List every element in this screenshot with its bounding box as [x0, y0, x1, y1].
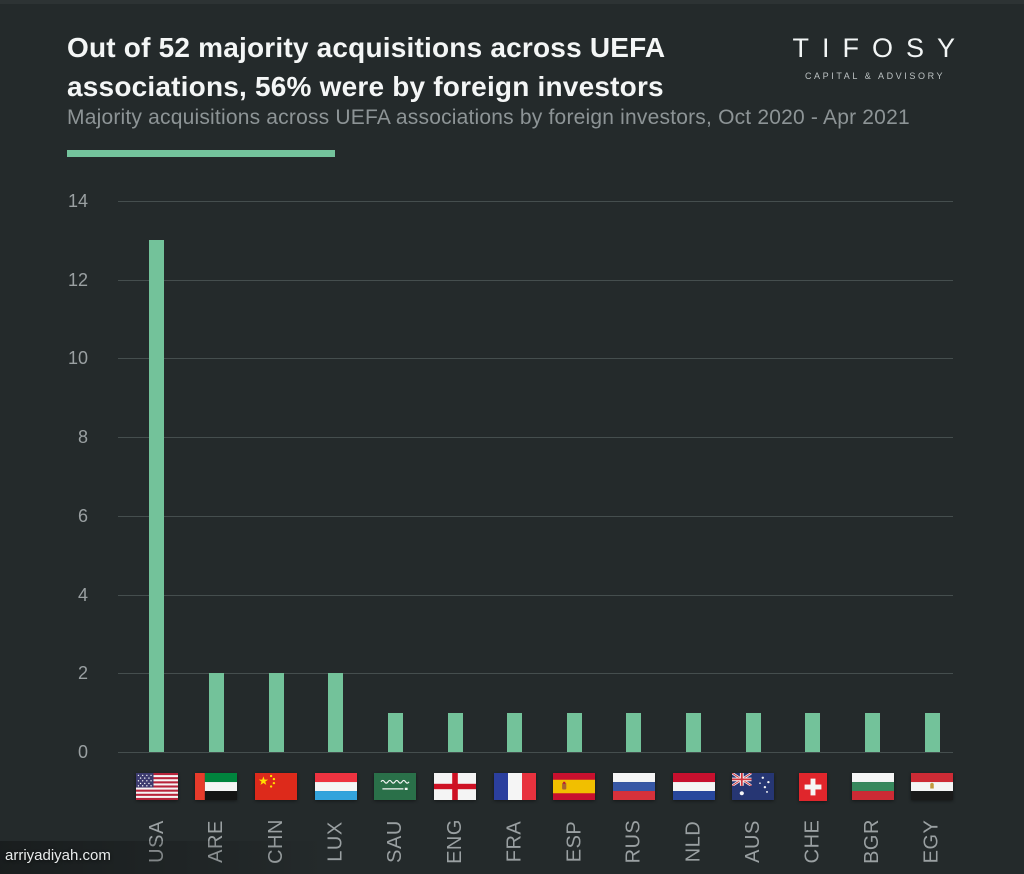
lux-flag-icon [314, 773, 357, 800]
y-axis-tick-label: 0 [77, 742, 88, 762]
bar [208, 673, 224, 752]
bar [745, 712, 761, 752]
chart-title-line-1: Out of 52 majority acquisitions across U… [67, 32, 666, 63]
bar [686, 712, 702, 752]
bar [507, 712, 523, 752]
bar [447, 712, 463, 752]
bar [328, 673, 344, 752]
accent-underline [67, 150, 335, 157]
y-axis-tick-label: 10 [67, 348, 88, 369]
che-flag-icon [798, 773, 827, 801]
y-axis-tick-label: 4 [77, 584, 88, 605]
bgr-flag-icon [851, 773, 894, 800]
gridline [118, 515, 953, 517]
x-axis-label: EGY [872, 812, 992, 870]
bar [268, 673, 284, 752]
rus-flag-icon [612, 773, 655, 800]
y-axis-tick-label: 12 [67, 269, 88, 290]
logo-wordmark: TIFOSY [792, 33, 968, 63]
gridline [118, 358, 953, 360]
gridline [118, 279, 953, 281]
y-axis-tick-label: 2 [77, 663, 88, 684]
are-flag-icon [195, 773, 238, 800]
y-axis-tick-label: 6 [77, 505, 88, 526]
esp-flag-icon [553, 773, 596, 800]
sau-flag-icon [374, 773, 417, 800]
aus-flag-icon [732, 773, 775, 800]
y-axis-tick-label: 14 [67, 191, 88, 211]
gridline [118, 673, 953, 675]
eng-flag-icon [434, 773, 477, 800]
chart-title-line-2: associations, 56% were by foreign invest… [67, 71, 664, 102]
chn-flag-icon [255, 773, 298, 800]
logo-tagline: CAPITAL & ADVISORY [804, 71, 946, 81]
bar [387, 712, 403, 752]
gridline [118, 437, 953, 439]
bar [566, 712, 582, 752]
bar [626, 712, 642, 752]
gridline [118, 594, 953, 596]
top-edge-highlight [0, 0, 1024, 4]
chart-title: Out of 52 majority acquisitions across U… [67, 28, 665, 106]
chart-subtitle: Majority acquisitions across UEFA associ… [67, 106, 910, 129]
tifosy-logo: TIFOSY CAPITAL & ADVISORY [792, 33, 955, 81]
nld-flag-icon [672, 773, 715, 800]
gridline [118, 752, 953, 753]
watermark-shade [0, 841, 330, 874]
y-axis-tick-label: 8 [77, 427, 88, 448]
watermark: arriyadiyah.com [5, 847, 111, 864]
usa-flag-icon [135, 773, 178, 800]
x-axis-label-text: EGY [920, 819, 943, 863]
bar [805, 712, 821, 752]
bar [865, 712, 880, 752]
egy-flag-icon [911, 773, 954, 800]
fra-flag-icon [493, 773, 536, 800]
gridline [118, 201, 953, 202]
bar [149, 240, 165, 752]
bar [924, 712, 940, 752]
